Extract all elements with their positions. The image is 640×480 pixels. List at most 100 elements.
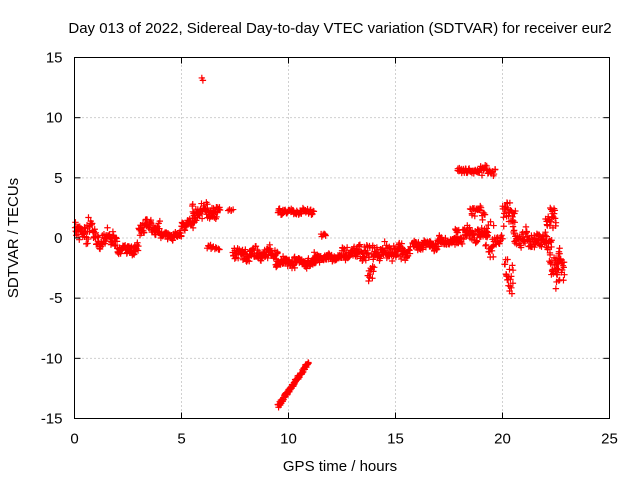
data-point [364, 249, 372, 257]
chart-title: Day 013 of 2022, Sidereal Day-to-day VTE… [68, 20, 611, 37]
data-point [367, 270, 374, 278]
data-point [511, 219, 518, 226]
data-point [91, 226, 98, 233]
data-point [509, 223, 517, 230]
data-point [229, 206, 237, 213]
data-point [482, 242, 489, 249]
data-point [156, 217, 164, 225]
data-point [343, 244, 351, 251]
data-point [552, 285, 560, 292]
data-point [484, 229, 492, 236]
y-tick-labels: -15 -10 -5 0 5 10 15 [41, 50, 63, 428]
data-point [550, 210, 558, 217]
data-point [496, 240, 503, 247]
data-point [246, 258, 253, 265]
data-point [406, 250, 414, 257]
data-point [479, 216, 486, 224]
data-point [204, 201, 211, 208]
data-point [322, 232, 329, 239]
data-point [356, 241, 364, 248]
data-point [490, 170, 498, 178]
data-point [109, 228, 117, 235]
data-point [264, 254, 271, 262]
data-point [522, 223, 530, 231]
data-point [305, 359, 312, 367]
data-point [561, 271, 568, 278]
data-point [84, 240, 91, 247]
data-point [353, 253, 361, 260]
data-point [548, 258, 555, 266]
data-point [104, 224, 111, 231]
data-point [560, 259, 568, 266]
data-point [85, 214, 92, 221]
data-point [547, 238, 554, 245]
data-point [216, 206, 224, 214]
data-point [362, 257, 370, 264]
data-point [546, 251, 554, 259]
x-tick-label: 25 [601, 431, 618, 448]
data-point [252, 242, 260, 250]
x-tick-labels: 0 5 10 15 20 25 [70, 431, 618, 448]
data-point [112, 241, 119, 249]
data-point [506, 199, 514, 207]
data-point [501, 261, 509, 268]
data-point [72, 219, 79, 226]
data-point [543, 233, 551, 240]
y-tick-label: -10 [41, 350, 63, 367]
data-point [536, 231, 543, 239]
data-point [473, 238, 481, 245]
y-tick-label: 10 [46, 110, 63, 127]
data-point [398, 240, 405, 247]
data-point [506, 266, 513, 273]
data-point [381, 238, 388, 245]
data-point [500, 214, 507, 221]
data-point [85, 235, 92, 243]
y-tick-label: 5 [54, 170, 62, 187]
data-point [341, 245, 348, 253]
data-point [365, 277, 372, 285]
data-point [500, 223, 507, 230]
data-point [113, 238, 121, 245]
data-point [216, 246, 223, 253]
data-point [365, 254, 373, 261]
data-point [487, 218, 494, 225]
data-point [509, 267, 517, 274]
data-point [512, 207, 519, 215]
data-point [458, 240, 466, 248]
data-point [551, 207, 559, 214]
data-point [291, 264, 298, 272]
data-point [234, 254, 242, 262]
data-point [491, 166, 499, 173]
data-point [490, 253, 497, 261]
data-point [460, 235, 467, 243]
data-point [156, 225, 163, 232]
data-point [481, 211, 489, 218]
data-point [552, 219, 560, 226]
data-point [92, 229, 100, 237]
data-point [556, 245, 563, 252]
data-point [310, 208, 318, 215]
data-point [507, 276, 514, 283]
data-point [548, 243, 555, 251]
data-point [95, 234, 102, 241]
x-tick-label: 0 [70, 431, 78, 448]
data-point [551, 215, 559, 222]
x-tick-label: 10 [280, 431, 297, 448]
data-point [371, 264, 378, 271]
data-point [398, 255, 405, 263]
y-tick-label: -5 [49, 290, 62, 307]
data-point [509, 262, 516, 269]
data-point [135, 242, 142, 250]
data-point [193, 217, 200, 224]
data-point [554, 271, 561, 278]
data-point [112, 234, 120, 241]
x-tick-label: 15 [387, 431, 404, 448]
data-point [504, 256, 511, 263]
data-point [242, 246, 249, 253]
data-point [388, 257, 396, 265]
data-point [547, 218, 555, 225]
data-point [189, 201, 196, 208]
data-point [274, 249, 281, 257]
data-point [509, 280, 517, 287]
